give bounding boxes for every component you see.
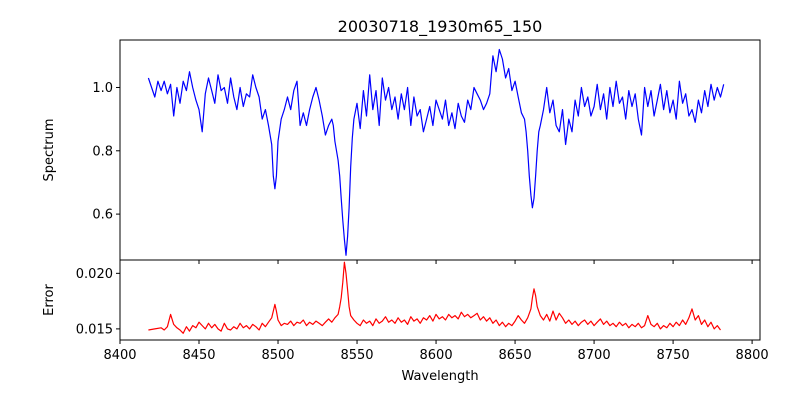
error-y-axis-label: Error (42, 284, 57, 316)
x-tick-label: 8400 (103, 348, 136, 363)
error-y-ticks: 0.015 0.020 (76, 267, 120, 337)
error-x-ticks: 8400 8450 8500 8550 8600 8650 8700 8750 8800 (103, 340, 769, 363)
spectrum-panel: 0.6 0.8 1.0 Spectrum (42, 39, 761, 264)
chart-title: 20030718_1930m65_150 (338, 17, 543, 37)
spectrum-y-ticks: 0.6 0.8 1.0 (92, 81, 120, 223)
x-tick-label: 8650 (499, 348, 532, 363)
error-series-line (148, 261, 721, 334)
x-tick-label: 8800 (736, 348, 769, 363)
x-tick-label: 8700 (578, 348, 611, 363)
error-plot-frame (119, 259, 761, 341)
spectrum-y-tick-label: 1.0 (92, 81, 113, 96)
x-tick-label: 8550 (340, 348, 373, 363)
spectrum-y-tick-label: 0.8 (92, 144, 113, 159)
spectrum-plot-frame (119, 39, 761, 261)
error-y-tick-label: 0.015 (76, 322, 113, 337)
x-tick-label: 8450 (182, 348, 215, 363)
x-tick-label: 8500 (261, 348, 294, 363)
error-y-tick-label: 0.020 (76, 267, 113, 282)
x-tick-label: 8750 (657, 348, 690, 363)
x-tick-label: 8600 (420, 348, 453, 363)
spectrum-y-tick-label: 0.6 (92, 208, 113, 223)
spectrum-series-line (147, 48, 725, 256)
spectrum-y-axis-label: Spectrum (42, 119, 57, 182)
x-axis-label: Wavelength (401, 369, 478, 384)
